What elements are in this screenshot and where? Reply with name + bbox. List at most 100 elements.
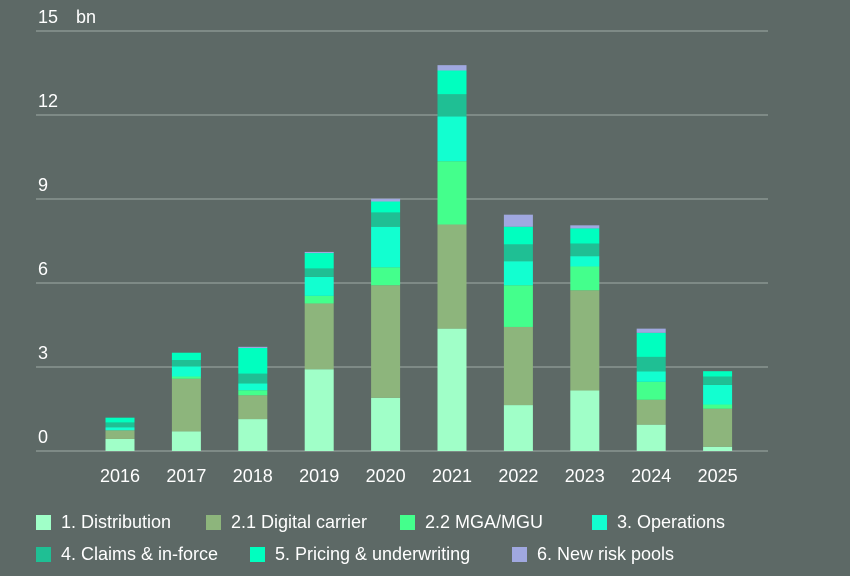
legend-item: 5. Pricing & underwriting — [250, 544, 470, 565]
x-tick-label: 2020 — [366, 466, 406, 486]
bar-segment — [105, 438, 135, 451]
bar-segment — [371, 267, 401, 286]
x-tick-label: 2021 — [432, 466, 472, 486]
x-tick-label: 2017 — [166, 466, 206, 486]
bar-segment — [503, 226, 533, 245]
bar-segment — [238, 373, 268, 384]
bar-segment — [703, 371, 733, 377]
legend-item: 1. Distribution — [36, 512, 171, 533]
x-tick-label: 2024 — [631, 466, 671, 486]
bar-segment — [304, 369, 334, 451]
bar-segment — [238, 395, 268, 420]
bar-segment — [636, 356, 666, 372]
legend-label: 4. Claims & in-force — [61, 544, 219, 564]
legend-swatch — [36, 515, 51, 530]
bar-segment — [636, 371, 666, 382]
bar-segment — [503, 405, 533, 451]
x-tick-label: 2023 — [565, 466, 605, 486]
legend-label: 3. Operations — [617, 512, 726, 532]
bar-segment — [437, 70, 467, 95]
bar-segment — [171, 378, 201, 432]
bar-segment — [304, 253, 334, 269]
legend-swatch — [250, 547, 265, 562]
legend-item: 2.2 MGA/MGU — [400, 512, 543, 533]
x-tick-label: 2019 — [299, 466, 339, 486]
bar-segment — [105, 427, 135, 431]
bar-segment — [304, 295, 334, 304]
bar-segment — [503, 244, 533, 262]
bar-segment — [570, 256, 600, 267]
bar-segment — [503, 261, 533, 286]
y-tick-label: 6 — [38, 259, 48, 279]
legend-swatch — [36, 547, 51, 562]
bar-segment — [304, 303, 334, 370]
bar-segment — [105, 422, 135, 428]
bar-segment — [703, 384, 733, 405]
bar-segment — [570, 228, 600, 244]
bar-segment — [371, 226, 401, 268]
bar-segment — [636, 399, 666, 425]
bar-segment — [371, 212, 401, 227]
bar-segment — [503, 285, 533, 327]
legend-swatch — [206, 515, 221, 530]
bar-segment — [636, 424, 666, 451]
legend-label: 2.2 MGA/MGU — [425, 512, 544, 532]
stacked-bar-chart: 0 3 6 9 12 15 2016 2017 2018 2019 2020 2021 2022 202… — [36, 7, 768, 486]
bar-segment — [437, 161, 467, 225]
legend-label: 6. New risk pools — [537, 544, 675, 564]
legend-item: 3. Operations — [592, 512, 725, 533]
bar-segment — [171, 366, 201, 377]
y-tick-label: 15 — [38, 7, 58, 27]
bar-segment — [238, 419, 268, 451]
bar-segment — [636, 328, 666, 333]
legend-label: 2.1 Digital carrier — [231, 512, 368, 532]
bar-segment — [636, 332, 666, 357]
legend-item: 2.1 Digital carrier — [206, 512, 367, 533]
bar-segment — [636, 381, 666, 400]
bar-segment — [105, 417, 135, 423]
bar-segment — [570, 390, 600, 451]
y-tick-label: 12 — [38, 91, 58, 111]
bar-segment — [304, 251, 334, 254]
unit-label: bn — [76, 7, 96, 27]
bar-segment — [105, 430, 135, 439]
legend-item: 6. New risk pools — [512, 544, 674, 565]
bar-segment — [703, 404, 733, 409]
bar-segment — [437, 328, 467, 451]
bar-segment — [437, 116, 467, 162]
bar-segment — [171, 360, 201, 367]
legend-swatch — [400, 515, 415, 530]
legend-item: 4. Claims & in-force — [36, 544, 218, 565]
bar-segment — [570, 266, 600, 291]
bar-segment — [570, 290, 600, 391]
legend-swatch — [512, 547, 527, 562]
bar-segment — [437, 65, 467, 71]
bar-segment — [171, 352, 201, 360]
legend-swatch — [592, 515, 607, 530]
bar-segment — [238, 390, 268, 396]
x-tick-label: 2022 — [498, 466, 538, 486]
y-tick-label: 9 — [38, 175, 48, 195]
bar-segment — [238, 346, 268, 348]
bar-segment — [503, 214, 533, 227]
bar-segment — [171, 376, 201, 379]
bar-segment — [703, 446, 733, 451]
x-tick-label: 2018 — [233, 466, 273, 486]
bar-segment — [570, 225, 600, 229]
bar-segment — [171, 431, 201, 451]
bar-segment — [570, 243, 600, 257]
bar-segment — [703, 376, 733, 385]
bar-segment — [503, 326, 533, 406]
bar-segment — [238, 383, 268, 391]
y-tick-label: 0 — [38, 427, 48, 447]
legend-label: 1. Distribution — [61, 512, 172, 532]
bar-segment — [371, 397, 401, 451]
y-tick-label: 3 — [38, 343, 48, 363]
bar-segment — [437, 94, 467, 117]
bar-segment — [437, 224, 467, 329]
bar-segment — [371, 285, 401, 398]
x-tick-label: 2016 — [100, 466, 140, 486]
bar-segment — [238, 347, 268, 374]
x-tick-label: 2025 — [698, 466, 738, 486]
bar-segment — [371, 201, 401, 213]
